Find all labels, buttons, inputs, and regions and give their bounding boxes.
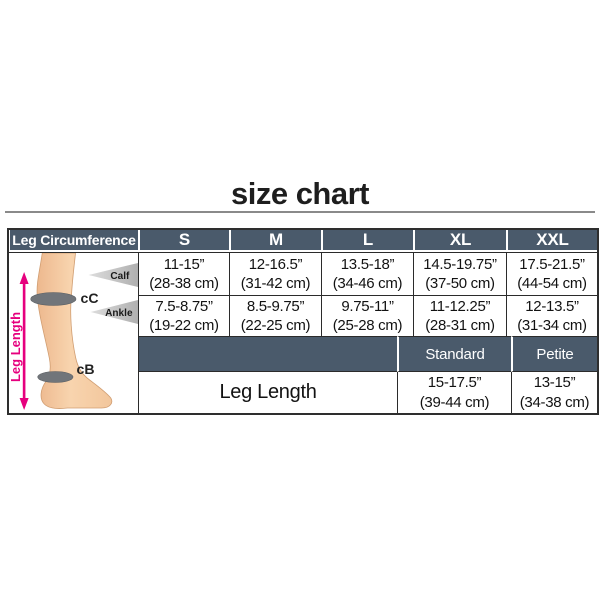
leg-length-arrow-label: Leg Length	[9, 312, 23, 382]
calf-l-cm: (34-46 cm)	[332, 275, 403, 292]
ankle-m-inches: 8.5-9.75”	[246, 297, 305, 315]
leg-illustration: cC cB Leg Length Calf Ankle	[9, 253, 138, 410]
ankle-cell-xxl: 12-13.5” (31-34 cm)	[506, 295, 597, 336]
calf-s-inches: 11-15”	[163, 255, 205, 273]
size-header-l: L	[321, 230, 413, 252]
calf-m-cm: (31-42 cm)	[240, 275, 311, 292]
size-header-s: S	[138, 230, 229, 252]
ankle-xl-inches: 11-12.25”	[429, 297, 491, 315]
ankle-cell-s: 7.5-8.75” (19-22 cm)	[138, 295, 229, 336]
leg-figure-cell: cC cB Leg Length Calf Ankle	[9, 252, 138, 413]
ankle-pointer-triangle	[90, 300, 138, 324]
ankle-s-cm: (19-22 cm)	[149, 317, 219, 334]
fit-header-standard: Standard	[397, 336, 511, 372]
calf-cell-s: 11-15” (28-38 cm)	[138, 252, 229, 295]
calf-band	[30, 292, 77, 306]
leg-length-standard-inches: 15-17.5”	[427, 374, 482, 391]
calf-cell-xxl: 17.5-21.5” (44-54 cm)	[506, 252, 597, 295]
calf-cell-m: 12-16.5” (31-42 cm)	[229, 252, 321, 295]
leg-length-arrowhead-bottom	[19, 398, 29, 410]
band-spacer	[139, 336, 397, 372]
ankle-xxl-cm: (31-34 cm)	[517, 317, 587, 334]
ankle-xxl-inches: 12-13.5”	[525, 297, 579, 315]
calf-xxl-cm: (44-54 cm)	[517, 275, 587, 292]
ankle-pointer-label: Ankle	[105, 308, 133, 319]
leg-shape	[36, 253, 113, 409]
corner-header-leg-circumference: Leg Circumference	[9, 230, 138, 252]
leg-length-arrowhead-top	[19, 272, 29, 284]
calf-xl-cm: (37-50 cm)	[425, 275, 495, 292]
ankle-l-inches: 9.75-11”	[341, 297, 394, 315]
calf-marker-label: cC	[81, 290, 99, 306]
leg-length-standard-cm: (39-44 cm)	[419, 393, 490, 411]
leg-length-cell-standard: 15-17.5” (39-44 cm)	[397, 372, 511, 413]
ankle-marker-label: cB	[77, 361, 95, 377]
ankle-cell-xl: 11-12.25” (28-31 cm)	[413, 295, 506, 336]
calf-m-inches: 12-16.5”	[248, 255, 303, 273]
calf-pointer-triangle	[88, 263, 138, 287]
calf-pointer-label: Calf	[110, 271, 130, 282]
calf-cell-l: 13.5-18” (34-46 cm)	[321, 252, 413, 295]
ankle-l-cm: (25-28 cm)	[332, 317, 403, 334]
calf-xxl-inches: 17.5-21.5”	[519, 255, 585, 273]
leg-length-row-label: Leg Length	[219, 381, 317, 403]
leg-length-cell-petite: 13-15” (34-38 cm)	[511, 372, 597, 413]
ankle-cell-m: 8.5-9.75” (22-25 cm)	[229, 295, 321, 336]
size-header-xl: XL	[413, 230, 506, 252]
size-table: Leg Circumference S M L XL XXL	[7, 228, 599, 415]
page-title: size chart	[230, 176, 370, 211]
ankle-m-cm: (22-25 cm)	[240, 317, 311, 334]
leg-length-petite-inches: 13-15”	[533, 374, 576, 391]
calf-s-cm: (28-38 cm)	[149, 275, 219, 292]
ankle-s-inches: 7.5-8.75”	[155, 297, 213, 315]
ankle-xl-cm: (28-31 cm)	[425, 317, 495, 334]
ankle-cell-l: 9.75-11” (25-28 cm)	[321, 295, 413, 336]
calf-cell-xl: 14.5-19.75” (37-50 cm)	[413, 252, 506, 295]
leg-length-petite-cm: (34-38 cm)	[519, 393, 590, 411]
size-header-xxl: XXL	[506, 230, 597, 252]
size-header-m: M	[229, 230, 321, 252]
calf-l-inches: 13.5-18”	[340, 255, 395, 273]
calf-xl-inches: 14.5-19.75”	[423, 255, 497, 273]
leg-length-section: Standard Petite Leg Length 15-17.5” (39-…	[138, 336, 597, 413]
ankle-band	[37, 371, 74, 383]
title-divider	[5, 211, 595, 213]
fit-header-petite: Petite	[511, 336, 597, 372]
